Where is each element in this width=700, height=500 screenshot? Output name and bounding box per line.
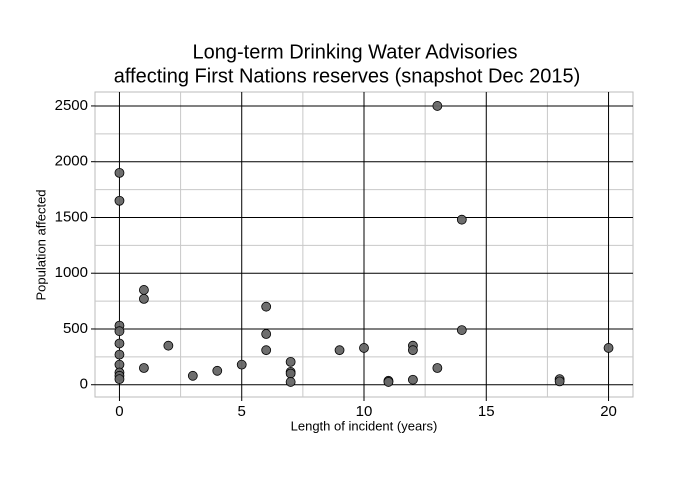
point [114,338,125,349]
point [383,377,394,387]
point [456,214,467,225]
y-tick-label: 1000 [55,264,88,281]
point [408,374,418,385]
x-tick-label: 0 [115,403,123,420]
y-tick-label: 2000 [55,153,88,170]
point [261,345,272,356]
y-tick-label: 2500 [55,97,88,114]
point [187,370,198,381]
point [456,325,467,335]
point [359,343,369,353]
chart-title: Long-term Drinking Water Advisories [193,41,518,63]
point [163,340,174,351]
point [285,368,296,379]
point [114,167,125,178]
point [139,293,149,304]
point [139,363,149,373]
point [114,195,125,206]
point [554,376,565,387]
y-tick-label: 1500 [55,208,88,225]
point [261,329,272,339]
x-tick-label: 5 [238,403,246,420]
chart-title: affecting First Nations reserves (snapsh… [114,65,581,87]
point [114,374,125,385]
point [408,345,418,356]
point [114,349,125,360]
y-tick-label: 500 [63,320,88,337]
point [432,363,443,373]
point [285,356,296,367]
point [114,326,125,337]
point [261,301,272,312]
point [432,101,443,111]
y-tick-label: 0 [80,376,88,393]
x-tick-label: 20 [600,403,617,420]
point [603,343,614,353]
point [334,345,345,356]
y-axis-label: Population affected [33,189,48,300]
x-tick-label: 15 [478,403,495,420]
x-tick-label: 10 [356,403,373,420]
point [236,359,247,370]
point [139,285,149,295]
point [285,377,296,387]
point [212,365,223,376]
x-axis-label: Length of incident (years) [291,418,438,433]
